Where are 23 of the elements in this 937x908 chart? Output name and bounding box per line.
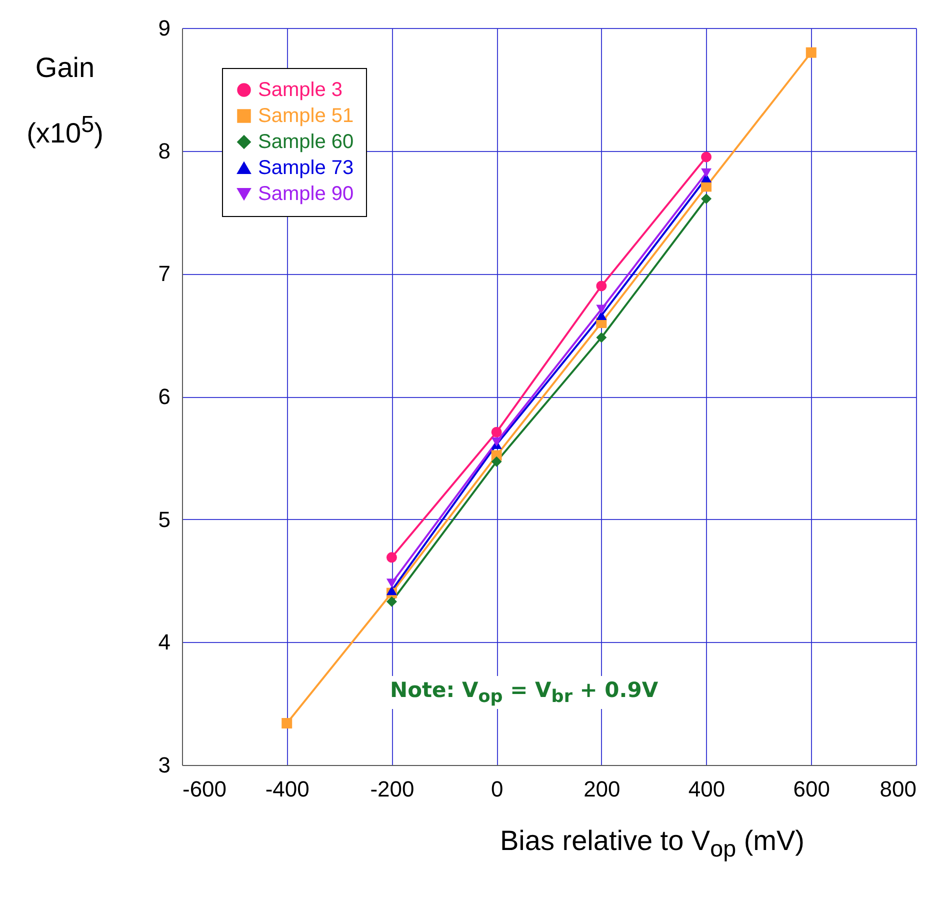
y-tick-label: 3 <box>158 752 170 778</box>
y-tick-label: 7 <box>158 261 170 286</box>
legend-label: Sample 73 <box>258 157 354 179</box>
x-tick-label: -200 <box>370 776 414 802</box>
legend-label: Sample 60 <box>258 131 354 153</box>
x-tick-label: -400 <box>265 776 310 802</box>
annotation: Note: V$_{op}$ = V$_{br}$ + 0.9V <box>382 676 666 710</box>
y-tick-label: 5 <box>158 506 170 532</box>
y-tick-label: 8 <box>158 138 170 164</box>
legend-label: Sample 90 <box>258 183 354 205</box>
x-axis-title: Bias relative to V$_{op}$ (mV) <box>500 825 804 863</box>
x-tick-label: 0 <box>490 776 504 802</box>
x-tick-label: 600 <box>793 776 830 802</box>
legend-label: Sample 3 <box>258 79 342 101</box>
x-tick-label: 400 <box>688 776 726 802</box>
y-tick-label: 4 <box>158 630 170 655</box>
legend-label: Sample 51 <box>258 105 354 127</box>
x-tick-label: 200 <box>584 776 620 802</box>
x-tick-label: 800 <box>880 776 916 802</box>
text: Gain (x10$^{5}$) <box>26 52 104 148</box>
y-tick-label: 9 <box>158 16 170 40</box>
x-tick-label: -600 <box>182 776 227 802</box>
y-tick-label: 6 <box>158 384 170 409</box>
